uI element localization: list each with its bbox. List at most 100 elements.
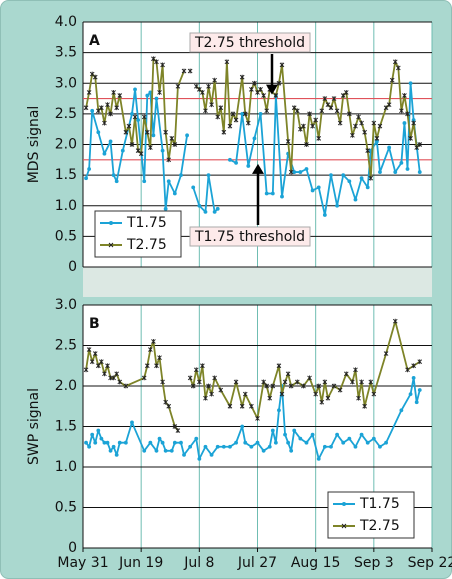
point [234,160,238,165]
point [402,93,407,98]
point [258,111,263,116]
y-tick-label: 0 [68,540,77,556]
point [255,416,260,421]
point [172,424,178,429]
point [92,74,98,80]
point [212,77,217,83]
point [89,359,95,365]
point [99,436,104,441]
point [105,440,110,445]
point [313,391,318,397]
point [123,440,128,445]
point [270,428,275,433]
point [374,135,380,141]
point [294,379,300,385]
point [325,395,331,401]
point [408,392,413,396]
point [187,375,193,381]
point [227,123,233,129]
point [203,108,208,114]
y-tick-label: 0.5 [55,500,77,516]
point [203,444,208,449]
point [133,87,137,92]
point [157,90,162,95]
point [160,148,165,153]
point [234,440,238,445]
point [392,59,398,65]
point [301,383,306,389]
annotation-box [189,226,311,247]
point [417,142,423,147]
point [166,179,171,184]
point [405,111,410,117]
point [95,363,101,369]
point [175,83,181,89]
point [132,114,138,120]
point [384,440,388,445]
point [194,436,199,441]
point [392,318,398,324]
point [179,173,183,178]
point [203,395,208,401]
point [203,209,208,214]
point [316,135,322,141]
point [245,120,251,126]
point [414,400,419,405]
point [102,120,107,126]
point [353,197,358,202]
point [283,432,287,437]
y-tick-label: 2.0 [55,378,77,394]
point [378,170,382,174]
point [114,452,119,457]
point [84,176,88,181]
point [114,371,119,377]
x-tick-label: Aug 15 [291,555,341,571]
point [242,391,248,397]
point [148,440,153,445]
point [335,203,339,208]
point [123,383,129,389]
point [144,129,150,135]
point [117,440,122,445]
point [399,160,404,165]
point [142,179,147,184]
series-line [85,320,421,432]
point [322,379,328,385]
point [374,139,379,144]
point [411,118,416,122]
y-tick-label: 1.5 [55,167,77,183]
point [264,108,270,114]
point [83,105,89,111]
point [267,444,272,449]
point [347,179,352,184]
point [368,379,374,385]
point [386,102,392,108]
point [227,403,233,409]
point [92,351,98,356]
point [343,371,349,377]
point [179,440,183,445]
point [172,440,177,445]
point [166,403,172,409]
point [200,90,205,95]
point [389,77,395,83]
point [252,80,257,86]
point [83,367,89,373]
point [417,170,422,174]
point [286,440,291,445]
y-tick-label: 4.0 [55,14,77,30]
point [102,151,107,156]
point [252,136,257,141]
annotation-box [189,32,311,53]
point [353,367,358,373]
point [191,185,196,190]
point [172,142,178,147]
point [102,440,107,445]
point [261,93,266,98]
point [190,383,196,389]
point [215,444,220,449]
panel-label: A [89,33,100,49]
point [175,428,181,433]
point [310,188,315,193]
y-tick-label: 3.0 [55,297,77,313]
